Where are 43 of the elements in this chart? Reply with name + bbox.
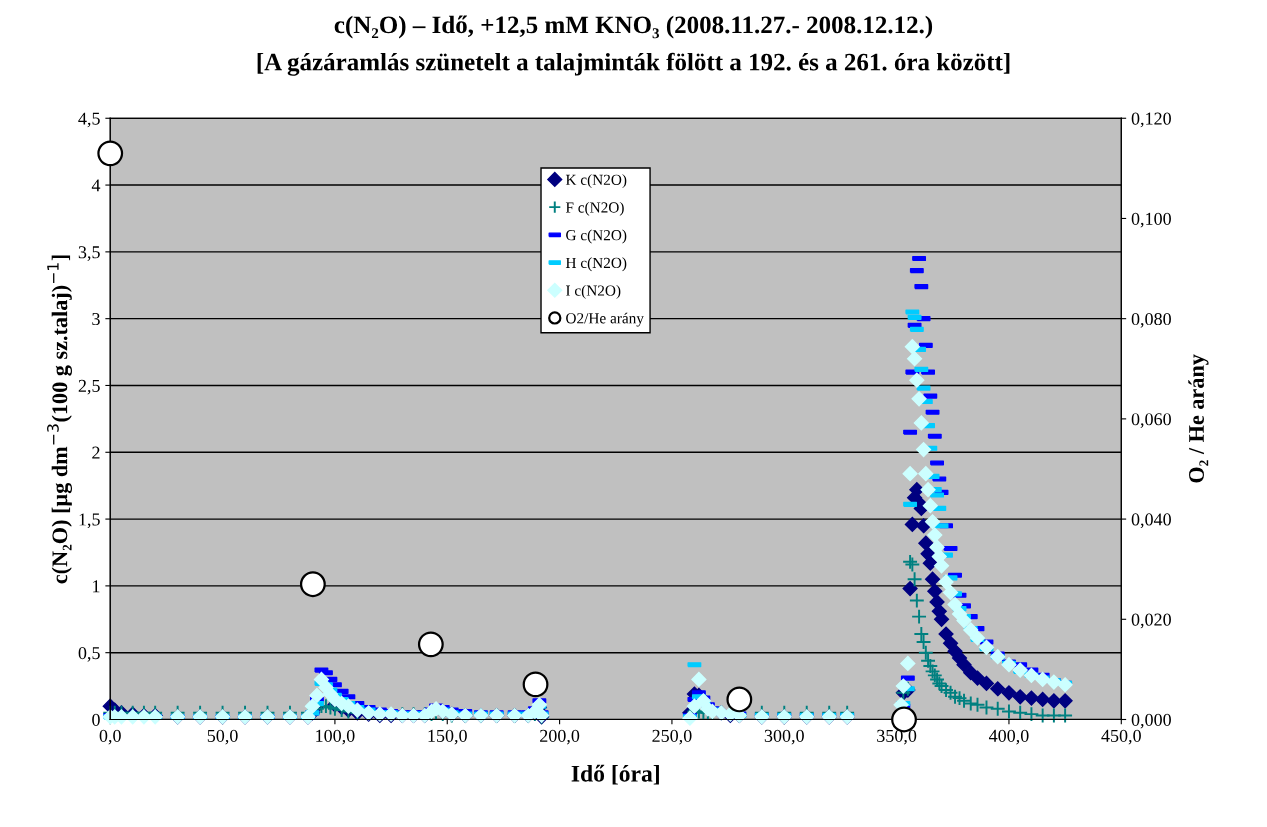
x-tick-label: 200,0 [540,729,580,745]
y-tick-label: 0 [92,713,100,726]
x-tick-label: 450,0 [1101,729,1141,745]
x-tick-label: 300,0 [764,729,804,745]
chart-title: c(N₂O) – Idő, +12,5 mM KNO₃ (2008.11.27.- 2008.12.12.) [334,15,933,39]
x-tick-label: 250,0 [652,729,692,745]
y2-tick-label: 0,120 [1131,112,1171,128]
y-tick-label: 4 [91,179,101,192]
x-tick-label: 150,0 [428,729,467,745]
x-tick-label: 50,0 [207,729,238,745]
y-tick-label: 1,5 [79,513,100,529]
y2-tick-label: 0,100 [1131,212,1171,228]
y2-tick-label: 0,040 [1131,513,1171,529]
point [97,140,124,167]
legend-label: G c(N2O) [566,229,627,244]
y-tick-label: 2 [92,446,100,459]
legend-label: K c(N2O) [565,174,627,189]
y-tick-label: 4,5 [78,112,100,128]
legend-label: O2/He arány [566,312,644,327]
x-tick-label: 350,0 [877,729,917,745]
legend-label: F c(N2O) [565,201,624,216]
point [726,686,753,713]
legend-label: I c(N2O) [566,284,621,299]
y2-tick-label: 0,060 [1131,413,1171,428]
y-tick-label: 1 [93,580,100,593]
x-tick-label: 100,0 [316,729,355,745]
x-tick-label: 400,0 [988,729,1029,745]
legend-label: H c(N2O) [565,257,627,272]
point [299,571,326,598]
point [522,671,549,698]
y2-tick-label: 0,000 [1131,713,1171,729]
y-tick-label: 3 [92,312,100,326]
y-axis-title: c(N₂O) [µg dm$^{−3}$(100 g sz.talaj)$^{−1}$] [47,255,73,584]
x-axis-title: Idő [óra] [571,764,659,785]
x-tick-label: 0,0 [99,729,121,745]
y-tick-label: 3,5 [78,246,100,261]
chart-subtitle: [A gázáramlás szünetelt a talajminták fölött a 192. és a 261. óra között] [257,52,1010,76]
y2-tick-label: 0,020 [1131,613,1171,629]
y-tick-label: 0,5 [78,646,100,662]
y2-tick-label: 0,080 [1131,312,1171,328]
point [417,631,444,658]
y-tick-label: 2,5 [78,379,100,395]
y2-axis-title: O₂ / He arány [1188,354,1209,483]
